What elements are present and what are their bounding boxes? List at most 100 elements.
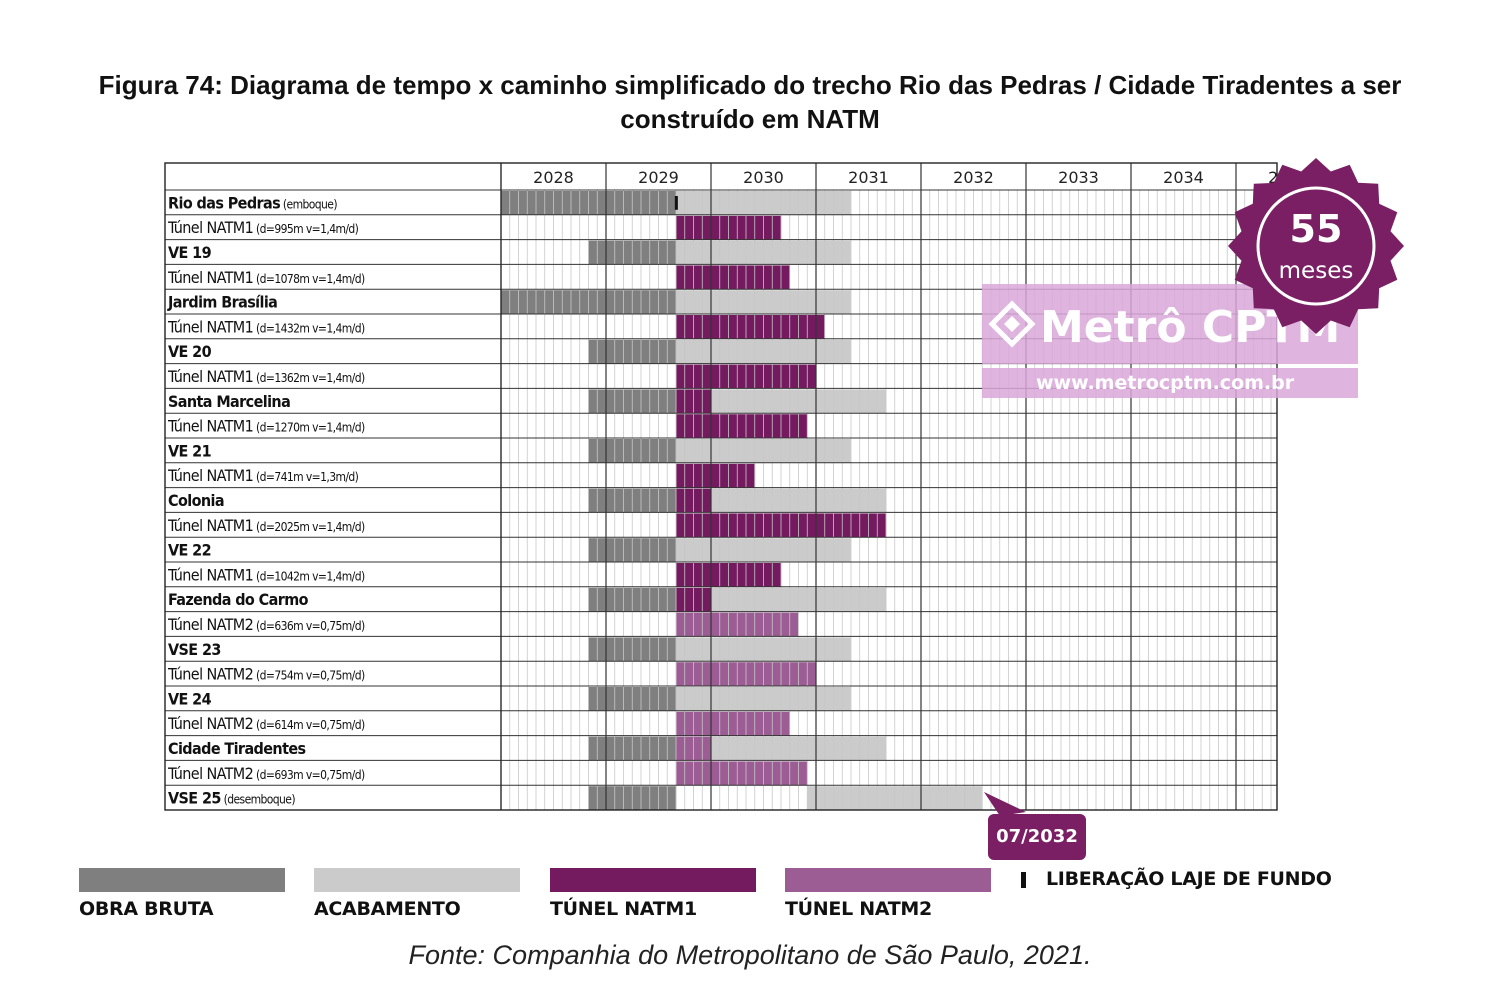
release-marker [674, 196, 678, 210]
row-note: (d=1042m v=1,4m/d) [253, 569, 365, 583]
row-note: (desemboque) [221, 793, 296, 807]
row-name: Fazenda do Carmo [168, 590, 309, 609]
row-name: Colonia [168, 491, 224, 510]
row-note: (d=636m v=0,75m/d) [253, 619, 365, 633]
row-name: VSE 23 [168, 640, 221, 659]
row-label: Jardim Brasília [167, 293, 277, 312]
year-label: 2029 [638, 168, 679, 187]
figure-source: Fonte: Companhia do Metropolitano de São… [408, 940, 1092, 970]
row-label: VSE 23 [168, 640, 221, 659]
year-label: 2034 [1163, 168, 1204, 187]
seal-number: 55 [1290, 207, 1343, 251]
diamond-logo-icon [988, 300, 1036, 348]
legend-label-acab: ACABAMENTO [314, 898, 461, 920]
legend-swatch-acab [314, 868, 520, 892]
row-name: Santa Marcelina [168, 392, 290, 411]
year-label: 2030 [743, 168, 784, 187]
year-label: 2031 [848, 168, 889, 187]
callout-pointer [984, 792, 1026, 816]
seal-badge [1228, 158, 1404, 334]
row-label: Túnel NATM1 (d=1432m v=1,4m/d) [167, 317, 365, 336]
row-note: (d=1432m v=1,4m/d) [253, 321, 365, 335]
legend-swatch-bruta [79, 868, 285, 892]
row-name: VE 19 [168, 243, 212, 262]
figure-title: Figura 74: Diagrama de tempo x caminho s… [98, 70, 1402, 134]
row-name: VE 24 [168, 689, 212, 708]
row-name: Túnel NATM2 [167, 714, 253, 733]
row-note: (d=754m v=0,75m/d) [253, 669, 365, 683]
bar-natm1 [676, 315, 825, 339]
row-name: Túnel NATM1 [167, 317, 253, 336]
row-label: Túnel NATM2 (d=636m v=0,75m/d) [167, 615, 365, 634]
watermark-url: www.metrocptm.com.br [1036, 372, 1295, 394]
row-name: Jardim Brasília [167, 293, 277, 312]
legend-swatch-natm1 [550, 868, 756, 892]
logo-diamond [988, 300, 1036, 348]
row-label: Túnel NATM1 (d=1362m v=1,4m/d) [167, 367, 365, 386]
row-label: Santa Marcelina [168, 392, 290, 411]
bar-natm1 [676, 463, 756, 488]
legend-release-label: LIBERAÇÃO LAJE DE FUNDO [1046, 868, 1332, 890]
bar-natm1 [676, 414, 808, 438]
row-label: VSE 25 (desemboque) [168, 789, 295, 808]
row-name: Rio das Pedras [168, 193, 280, 212]
row-name: Túnel NATM1 [167, 367, 253, 386]
table-frame [164, 162, 1278, 811]
legend-label-natm2: TÚNEL NATM2 [785, 898, 932, 920]
watermark-url-band [982, 368, 1358, 398]
row-name: Túnel NATM2 [167, 615, 253, 634]
row-name: Túnel NATM2 [167, 665, 253, 684]
row-label: VE 22 [168, 541, 211, 560]
row-name: Túnel NATM1 [167, 565, 253, 584]
row-label: VE 21 [168, 441, 212, 460]
year-label: 2032 [953, 168, 994, 187]
row-label: Colonia [168, 491, 224, 510]
row-label: Cidade Tiradentes [168, 739, 306, 758]
row-label: Fazenda do Carmo [168, 590, 309, 609]
row-label: Túnel NATM1 (d=995m v=1,4m/d) [167, 218, 359, 237]
row-label: Túnel NATM2 (d=754m v=0,75m/d) [167, 665, 365, 684]
row-label: Túnel NATM2 (d=693m v=0,75m/d) [167, 764, 365, 783]
bar-natm2 [676, 711, 790, 736]
row-note: (d=1362m v=1,4m/d) [253, 371, 365, 385]
row-label: VE 20 [168, 342, 212, 361]
row-name: VE 21 [168, 441, 212, 460]
row-name: VE 22 [168, 541, 211, 560]
row-label: Túnel NATM1 (d=1042m v=1,4m/d) [167, 565, 365, 584]
legend-swatch-natm2 [785, 868, 991, 892]
row-label: Túnel NATM1 (d=2025m v=1,4m/d) [167, 516, 365, 535]
bar-natm1 [676, 265, 790, 290]
row-name: Cidade Tiradentes [168, 739, 306, 758]
logo-diamond-core [1004, 316, 1020, 332]
legend-release-marker [1021, 872, 1026, 888]
row-name: Túnel NATM1 [167, 268, 253, 287]
row-label: Túnel NATM1 (d=741m v=1,3m/d) [167, 466, 359, 485]
seal-ring [1256, 186, 1376, 306]
year-label: 2028 [533, 168, 574, 187]
legend-label-natm1: TÚNEL NATM1 [550, 898, 697, 920]
row-name: Túnel NATM1 [167, 417, 253, 436]
row-label: Rio das Pedras (emboque) [168, 193, 337, 212]
row-note: (d=2025m v=1,4m/d) [253, 520, 365, 534]
row-name: Túnel NATM2 [167, 764, 253, 783]
row-note: (d=995m v=1,4m/d) [253, 222, 358, 236]
row-note: (d=1270m v=1,4m/d) [253, 421, 365, 435]
row-name: Túnel NATM1 [167, 516, 253, 535]
row-note: (emboque) [280, 197, 337, 211]
row-note: (d=693m v=0,75m/d) [253, 768, 365, 782]
row-name: Túnel NATM1 [167, 218, 253, 237]
bar-natm2 [676, 761, 808, 786]
legend-label-bruta: OBRA BRUTA [79, 898, 214, 920]
row-label: Túnel NATM2 (d=614m v=0,75m/d) [167, 714, 365, 733]
row-name: VE 20 [168, 342, 212, 361]
row-note: (d=741m v=1,3m/d) [253, 470, 358, 484]
year-label: 2033 [1058, 168, 1099, 187]
row-label: VE 19 [168, 243, 212, 262]
row-name: Túnel NATM1 [167, 466, 253, 485]
completion-date-callout: 07/2032 [988, 814, 1086, 860]
row-label: Túnel NATM1 (d=1078m v=1,4m/d) [167, 268, 365, 287]
row-note: (d=1078m v=1,4m/d) [253, 272, 365, 286]
row-label: VE 24 [168, 689, 212, 708]
seal-unit: meses [1279, 258, 1354, 284]
